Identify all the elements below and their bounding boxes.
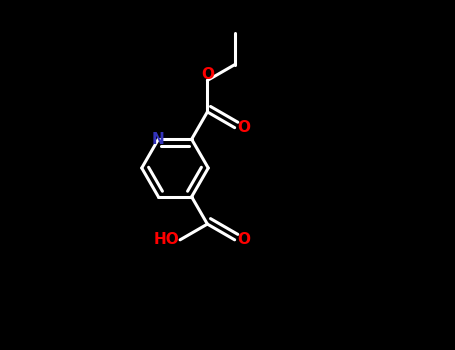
Text: O: O — [201, 66, 214, 82]
Text: O: O — [237, 232, 250, 247]
Text: N: N — [152, 132, 165, 147]
Text: O: O — [237, 120, 250, 135]
Text: HO: HO — [154, 232, 180, 247]
